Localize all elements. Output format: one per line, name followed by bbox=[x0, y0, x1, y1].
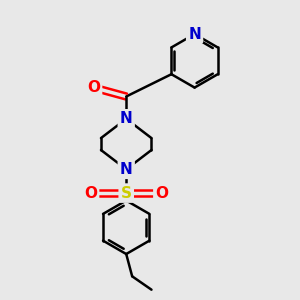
Text: O: O bbox=[84, 186, 97, 201]
Text: N: N bbox=[188, 27, 201, 42]
Text: O: O bbox=[87, 80, 100, 95]
Text: N: N bbox=[120, 111, 133, 126]
Text: S: S bbox=[121, 186, 132, 201]
Text: N: N bbox=[120, 162, 133, 177]
Text: O: O bbox=[155, 186, 168, 201]
